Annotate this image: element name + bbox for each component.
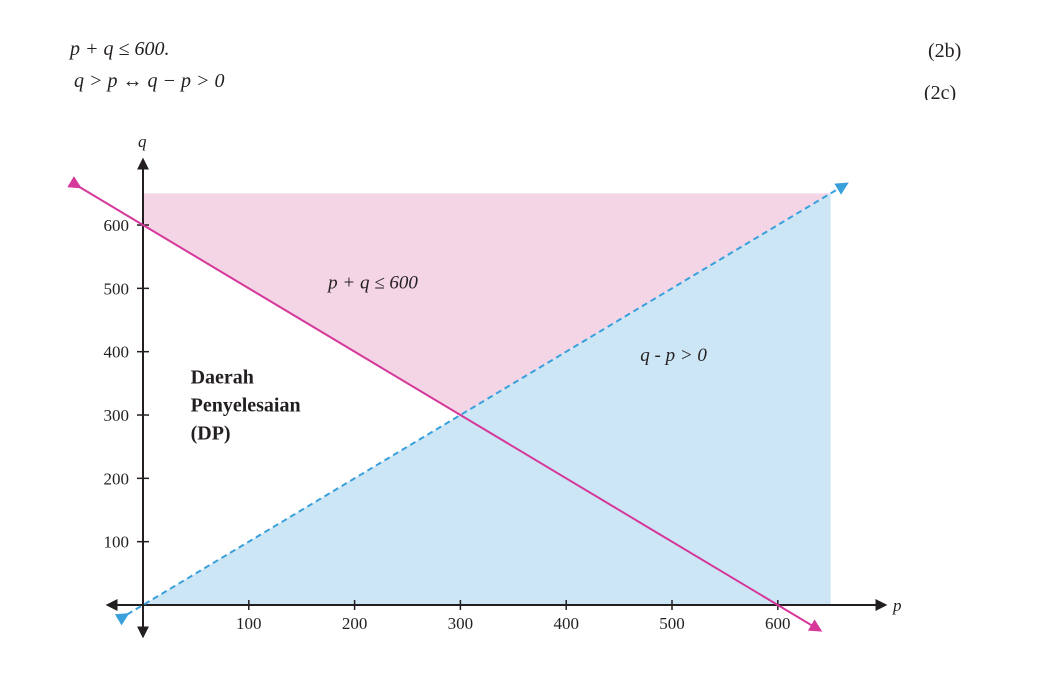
- y-tick-label: 200: [104, 469, 130, 488]
- equation-2c: q > p ↔ q − p > 0: [74, 70, 225, 92]
- y-tick-label: 500: [104, 279, 130, 298]
- annotation-p-plus-q: p + q ≤ 600: [326, 272, 418, 293]
- equation-2b: p + q ≤ 600.: [70, 38, 170, 60]
- y-tick-label: 400: [104, 343, 130, 362]
- x-tick-label: 200: [342, 614, 368, 633]
- region-label-line: Penyelesaian: [191, 394, 301, 416]
- y-axis-label: q: [138, 132, 147, 151]
- y-tick-label: 300: [104, 406, 130, 425]
- x-tick-label: 500: [659, 614, 685, 633]
- x-tick-label: 600: [765, 614, 791, 633]
- x-tick-label: 100: [236, 614, 262, 633]
- region-label-line: Daerah: [191, 366, 254, 388]
- x-tick-label: 300: [448, 614, 474, 633]
- equation-number-2c: (2c): [924, 82, 957, 100]
- y-tick-label: 100: [104, 533, 130, 552]
- annotation-q-minus-p: q - p > 0: [640, 345, 707, 366]
- y-tick-label: 600: [104, 216, 130, 235]
- region-label-line: (DP): [191, 422, 231, 444]
- equation-number-2b: (2b): [928, 40, 962, 62]
- x-tick-label: 400: [553, 614, 579, 633]
- equation-number-2c-clip: (2c): [924, 82, 984, 100]
- x-axis-label: p: [892, 596, 902, 615]
